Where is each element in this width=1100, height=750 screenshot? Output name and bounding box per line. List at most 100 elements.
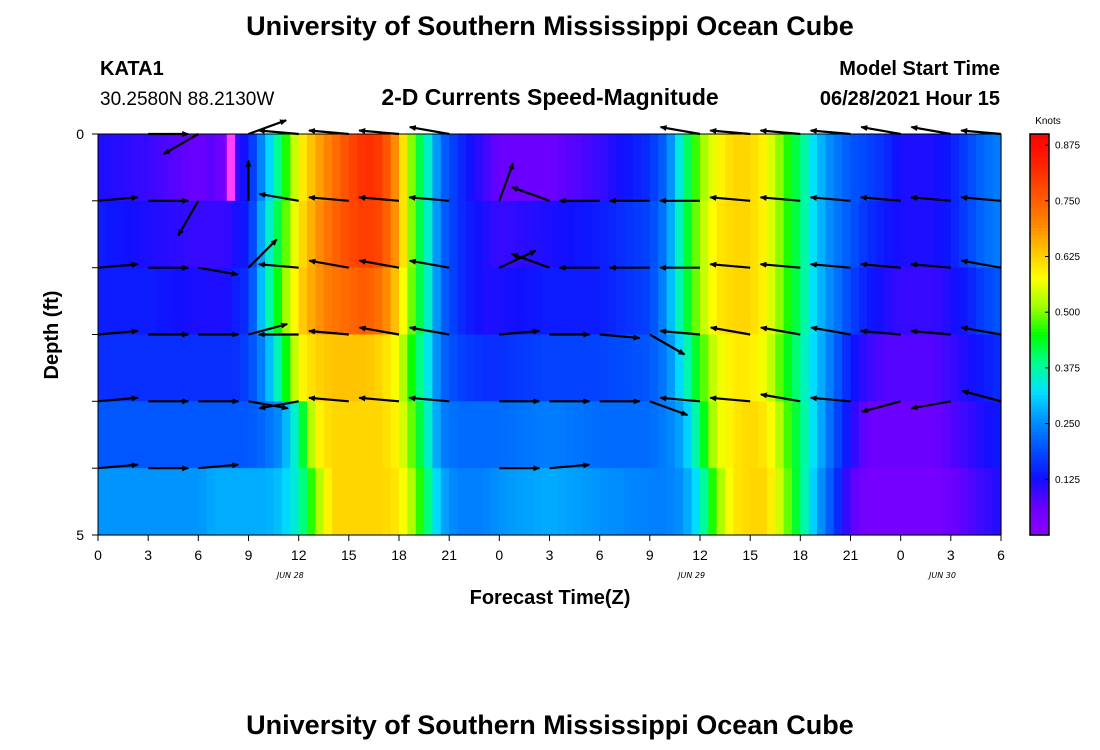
heatmap-cell [206, 267, 216, 336]
x-tick-label: 6 [997, 547, 1005, 563]
heatmap-cell [114, 200, 124, 269]
y-tick-label: 0 [76, 126, 84, 142]
heatmap-cell [700, 200, 709, 269]
heatmap-cell [189, 401, 199, 469]
colorbar-segment [1030, 314, 1049, 319]
heatmap-cell [373, 200, 383, 269]
heatmap-cell [549, 334, 559, 402]
colorbar-segment [1030, 271, 1049, 275]
heatmap-cell [783, 334, 793, 402]
heatmap-cell [649, 334, 659, 402]
colorbar-segment [1030, 521, 1049, 526]
current-arrow [709, 194, 751, 202]
heatmap-cell [716, 334, 726, 402]
heatmap-cell [332, 134, 342, 202]
heatmap-cell [566, 200, 576, 269]
heatmap-cell [700, 334, 709, 402]
heatmap-cell [624, 334, 634, 402]
footer-title: University of Southern Mississippi Ocean… [246, 710, 854, 740]
heatmap-cell [189, 468, 199, 536]
heatmap-cell [574, 134, 584, 202]
colorbar-segment [1030, 424, 1049, 429]
heatmap-cell [808, 401, 818, 469]
heatmap-cell [992, 267, 1002, 336]
heatmap-cell [131, 200, 141, 269]
heatmap-cell [791, 267, 801, 336]
heatmap-cell [691, 200, 701, 269]
heatmap-cell [934, 134, 944, 202]
heatmap-cell [415, 200, 425, 269]
heatmap-cell [223, 267, 233, 336]
heatmap-cell [825, 134, 835, 202]
heatmap-cell [240, 468, 250, 536]
heatmap-cell [725, 401, 735, 469]
heatmap-cell [399, 200, 408, 269]
heatmap-cell [791, 468, 801, 536]
heatmap-cell [766, 401, 776, 469]
heatmap-cell [641, 267, 651, 336]
colorbar-segment [1030, 377, 1049, 382]
heatmap-cell [231, 267, 241, 336]
heatmap-cell [683, 134, 693, 202]
heatmap-cell [281, 267, 291, 336]
colorbar-segment [1030, 187, 1049, 192]
heatmap-cell [984, 401, 994, 469]
heatmap-cell [975, 334, 985, 402]
heatmap-cell [390, 267, 400, 336]
colorbar-segment [1030, 351, 1049, 356]
heatmap-cell [281, 468, 291, 536]
heatmap-cell [164, 468, 174, 536]
colorbar-unit: Knots [1035, 116, 1061, 127]
heatmap-cell [992, 334, 1002, 402]
x-tick-label: 21 [843, 547, 859, 563]
heatmap-cell [432, 401, 442, 469]
heatmap-cell [474, 334, 484, 402]
heatmap-cell [725, 334, 735, 402]
heatmap-cell [265, 401, 275, 469]
heatmap-cell [507, 334, 517, 402]
heatmap-cell [858, 401, 868, 469]
heatmap-cell [365, 134, 375, 202]
colorbar-segment [1030, 167, 1049, 172]
current-arrow [709, 395, 751, 403]
x-tick-label: 12 [692, 547, 708, 563]
heatmap-cell [516, 334, 526, 402]
heatmap-cell [156, 200, 166, 269]
colorbar-segment [1030, 448, 1049, 453]
colorbar-segment [1030, 321, 1049, 326]
colorbar-segment [1030, 461, 1049, 466]
heatmap-cell [582, 401, 592, 469]
heatmap-cell [591, 401, 601, 469]
heatmap-cell [800, 134, 810, 202]
heatmap-cell [139, 401, 149, 469]
heatmap-cell [323, 401, 333, 469]
heatmap-cell [457, 200, 467, 269]
current-arrow [649, 333, 686, 356]
heatmap-cell [407, 200, 417, 269]
current-arrow [809, 128, 851, 136]
page-title: University of Southern Mississippi Ocean… [246, 11, 854, 41]
heatmap-cell [131, 267, 141, 336]
heatmap-cell [164, 267, 174, 336]
colorbar-segment [1030, 488, 1049, 493]
current-arrow [308, 395, 349, 403]
heatmap-cell [123, 134, 133, 202]
heatmap-cell [875, 401, 885, 469]
heatmap-cell [666, 468, 676, 536]
current-arrow [759, 325, 801, 336]
current-arrow [659, 328, 701, 336]
heatmap-cell [967, 334, 977, 402]
current-arrow [97, 194, 139, 202]
heatmap-cell [700, 134, 709, 202]
heatmap-cell [825, 267, 835, 336]
heatmap-cell [566, 401, 576, 469]
heatmap-cell [399, 401, 408, 469]
heatmap-cell [98, 334, 107, 402]
heatmap-cell [215, 267, 225, 336]
heatmap-cell [967, 401, 977, 469]
heatmap-cell [557, 468, 567, 536]
heatmap-cell [582, 134, 592, 202]
colorbar-segment [1030, 254, 1049, 259]
colorbar-segment [1030, 184, 1049, 189]
